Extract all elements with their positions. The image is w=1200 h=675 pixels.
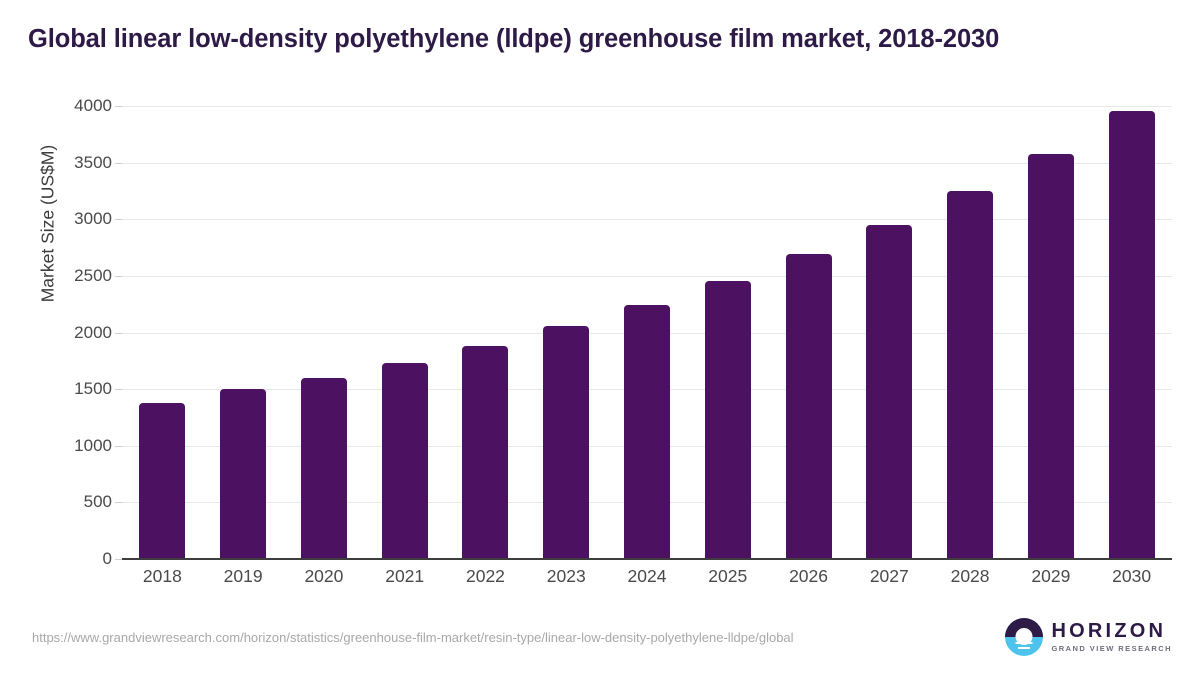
bar-2025[interactable]: [704, 280, 751, 559]
gridline: [122, 106, 1172, 107]
page-title: Global linear low-density polyethylene (…: [28, 25, 1000, 53]
y-axis-tick-label: 4000: [74, 96, 112, 115]
x-axis-tick-label: 2022: [465, 566, 505, 586]
x-axis-tick-label: 2027: [869, 566, 909, 586]
bar-2029[interactable]: [1027, 154, 1074, 559]
logo-text: HORIZON GRAND VIEW RESEARCH: [1052, 621, 1172, 653]
horizon-sun-logo-icon: [1004, 618, 1043, 656]
bar-band: [849, 106, 930, 559]
y-axis-tick-labels: 0 500 1000 1500 2000 2500 3000 3500 4000: [6, 96, 112, 568]
logo-tagline: GRAND VIEW RESEARCH: [1051, 644, 1172, 654]
logo-ray-1: [1015, 642, 1033, 645]
y-axis-tick: [115, 106, 122, 107]
bar-band: [1010, 106, 1091, 559]
x-axis-tick-label: 2029: [1031, 566, 1071, 586]
bar-2027[interactable]: [866, 225, 913, 559]
y-axis-tick-label: 2500: [74, 265, 112, 285]
bar-2018[interactable]: [139, 402, 186, 559]
bar-2021[interactable]: [381, 362, 428, 559]
bar-2024[interactable]: [623, 304, 670, 559]
y-axis-tick-label: 3000: [74, 209, 112, 229]
bar-2020[interactable]: [300, 378, 347, 559]
x-axis-tick-label: 2028: [950, 566, 990, 586]
logo-top-half: [1004, 618, 1043, 637]
bar-2019[interactable]: [220, 388, 267, 559]
y-axis-tick-label: 1000: [74, 435, 112, 455]
y-axis-tick-label: 2000: [74, 322, 112, 342]
y-axis-tick: [115, 445, 122, 447]
bar-band: [526, 106, 607, 559]
x-axis-tick-label: 2020: [304, 566, 344, 586]
x-axis-tick-label: 2021: [385, 566, 425, 586]
logo-name: HORIZON: [1051, 620, 1167, 643]
gridline: [122, 219, 1172, 221]
gridline: [122, 162, 1172, 164]
bar-band: [445, 106, 526, 559]
gridline: [122, 275, 1172, 277]
y-axis-tick: [115, 162, 122, 164]
bar-band: [930, 106, 1011, 559]
bar-band: [1091, 106, 1172, 559]
y-axis-tick: [115, 502, 122, 504]
logo-sun-icon: [1015, 628, 1033, 646]
y-axis-tick-label: 0: [102, 549, 112, 568]
y-axis-tick-label: 500: [83, 492, 112, 512]
bar-band: [122, 106, 203, 559]
bar-2022[interactable]: [462, 345, 509, 559]
bar-band: [364, 106, 445, 559]
bar-2026[interactable]: [785, 254, 832, 559]
x-axis-tick-label: 2018: [142, 566, 182, 586]
y-axis-tick: [115, 559, 122, 560]
x-axis-tick-label: 2023: [546, 566, 586, 586]
bar-2028[interactable]: [947, 190, 994, 559]
x-axis-tick-labels: 2018 2019 2020 2021 2022 2023 2024 2025 2026 2027…: [122, 566, 1172, 596]
x-axis-tick-label: 2030: [1112, 566, 1152, 586]
bar-series: [122, 106, 1172, 559]
y-axis-tick-label: 3500: [74, 152, 112, 172]
x-axis-tick-label: 2019: [223, 566, 263, 586]
y-axis-tick: [115, 389, 122, 391]
bar-band: [687, 106, 768, 559]
x-axis-tick-label: 2026: [789, 566, 828, 586]
horizon-logo[interactable]: HORIZON GRAND VIEW RESEARCH: [1004, 618, 1172, 656]
source-url[interactable]: https://www.grandviewresearch.com/horizo…: [32, 630, 794, 645]
y-axis-tick: [115, 332, 122, 334]
bar-2030[interactable]: [1108, 110, 1155, 559]
x-axis-line: [122, 558, 1172, 560]
x-axis-tick-label: 2025: [708, 566, 748, 586]
logo-ray-2: [1017, 646, 1030, 649]
y-axis-tick: [115, 275, 122, 277]
bar-band: [284, 106, 365, 559]
x-axis-tick-label: 2024: [627, 566, 667, 586]
bar-band: [607, 106, 688, 559]
bar-2023[interactable]: [543, 325, 590, 559]
y-axis-tick-label: 1500: [74, 379, 112, 399]
bar-band: [203, 106, 284, 559]
bar-band: [768, 106, 849, 559]
y-axis-tick: [115, 219, 122, 221]
